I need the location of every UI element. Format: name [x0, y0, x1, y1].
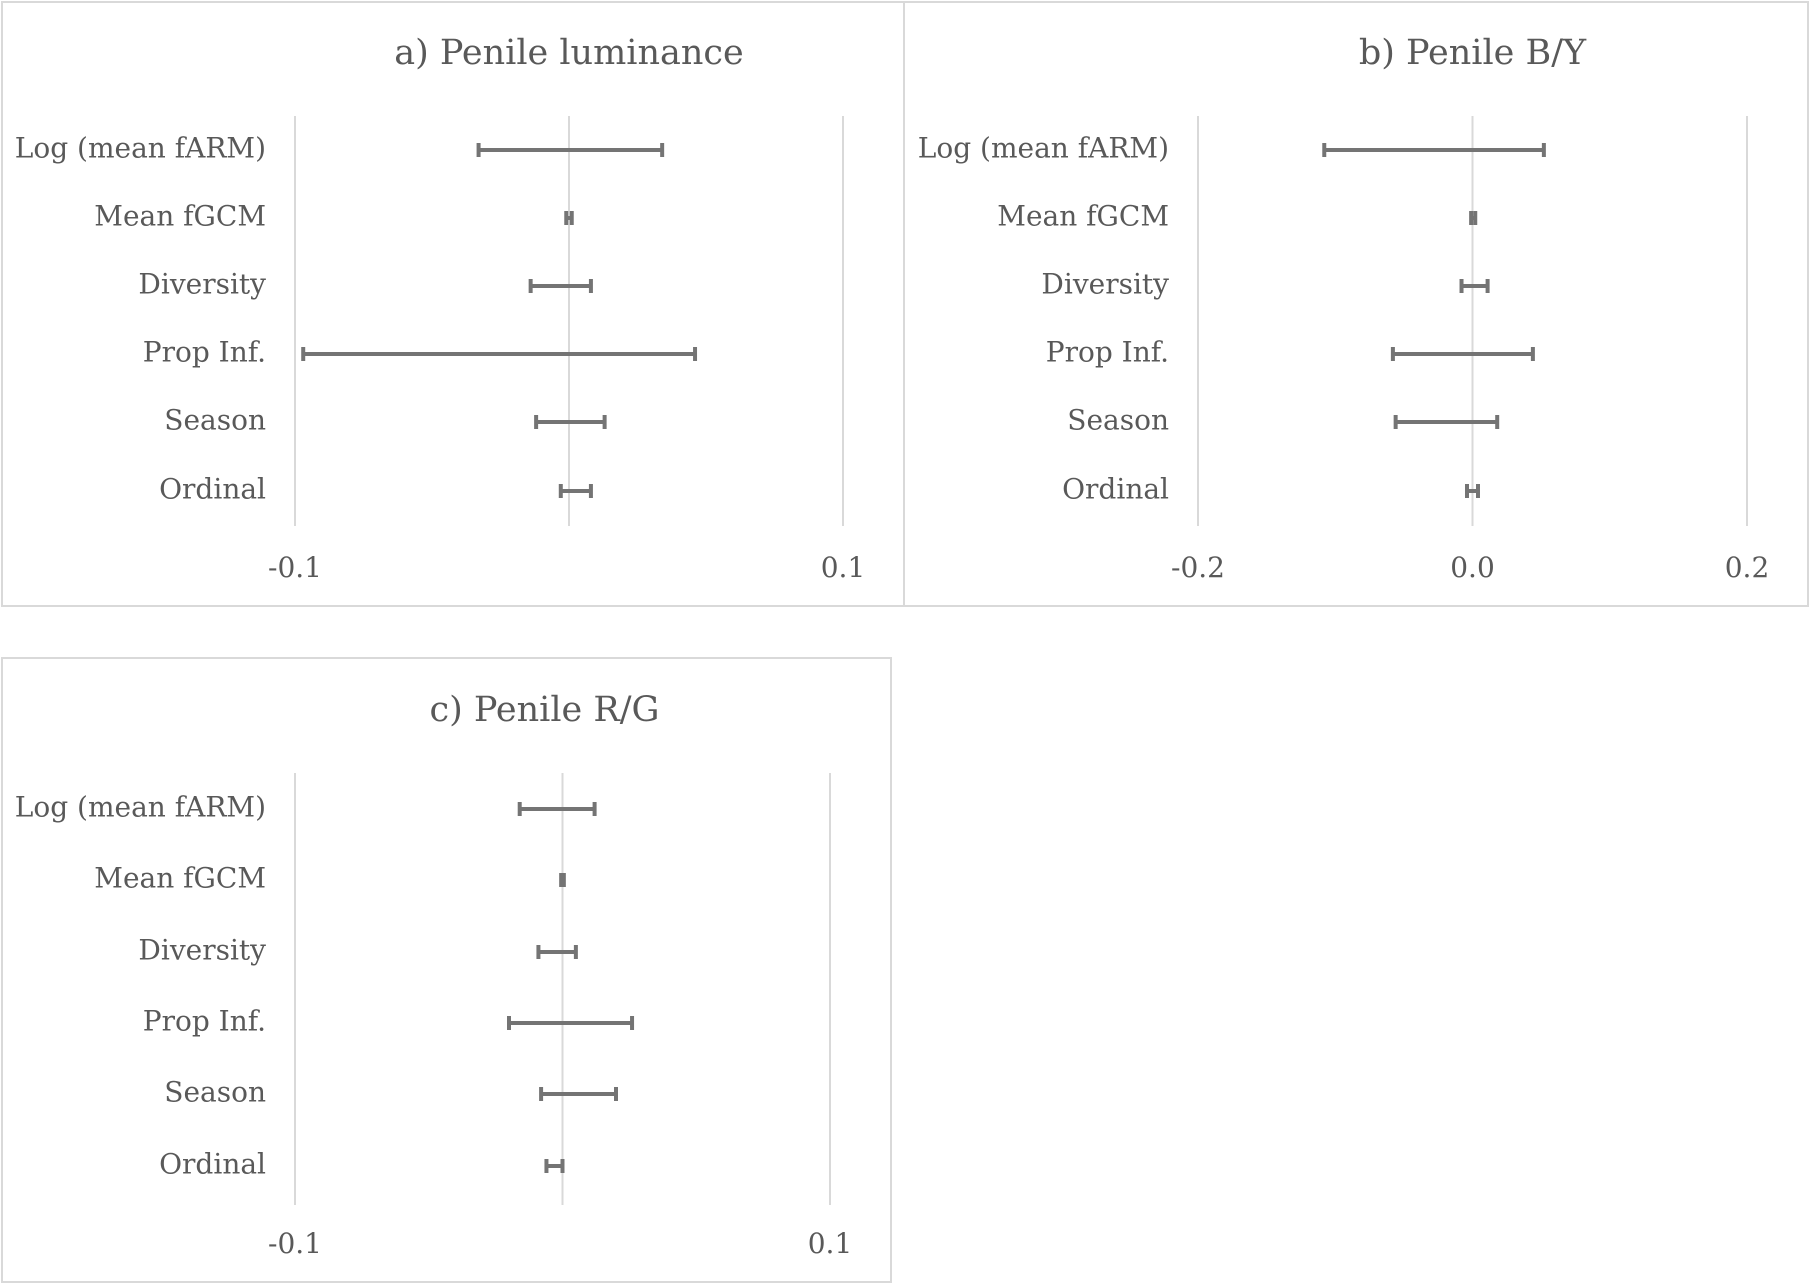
chart-1-category-label-2: Diversity	[138, 268, 266, 301]
chart-3-category-label-0: Log (mean fARM)	[15, 791, 266, 824]
chart-1-tick-label-0: -0.1	[268, 551, 322, 584]
chart-2-category-label-0: Log (mean fARM)	[918, 132, 1169, 165]
chart-2-category-label-4: Season	[1067, 404, 1169, 437]
chart-2-category-label-2: Diversity	[1041, 268, 1169, 301]
chart-1-category-label-0: Log (mean fARM)	[15, 132, 266, 165]
chart-2-tick-label-0: -0.2	[1171, 551, 1225, 584]
chart-2-frame	[903, 1, 1809, 607]
chart-2-tick-label-2: 0.2	[1725, 551, 1770, 584]
chart-1-category-label-4: Season	[164, 404, 266, 437]
chart-2-category-label-1: Mean fGCM	[997, 200, 1169, 233]
chart-3-tick-label-1: 0.1	[808, 1227, 853, 1260]
chart-3-category-label-4: Season	[164, 1076, 266, 1109]
chart-3-category-label-1: Mean fGCM	[94, 862, 266, 895]
chart-3-frame	[1, 657, 892, 1283]
chart-1-frame	[1, 1, 905, 607]
chart-1-title: a) Penile luminance	[394, 33, 744, 73]
chart-1-category-label-5: Ordinal	[159, 473, 266, 506]
chart-1-tick-label-1: 0.1	[821, 551, 866, 584]
chart-2-tick-label-1: 0.0	[1450, 551, 1495, 584]
chart-3-category-label-5: Ordinal	[159, 1148, 266, 1181]
chart-3-category-label-2: Diversity	[138, 934, 266, 967]
chart-1-category-label-3: Prop Inf.	[143, 336, 266, 369]
chart-1-category-label-1: Mean fGCM	[94, 200, 266, 233]
chart-2-category-label-5: Ordinal	[1062, 473, 1169, 506]
chart-3-tick-label-0: -0.1	[268, 1227, 322, 1260]
chart-3-title: c) Penile R/G	[430, 690, 660, 730]
chart-3-category-label-3: Prop Inf.	[143, 1005, 266, 1038]
chart-2-category-label-3: Prop Inf.	[1046, 336, 1169, 369]
chart-2-title: b) Penile B/Y	[1359, 33, 1587, 73]
